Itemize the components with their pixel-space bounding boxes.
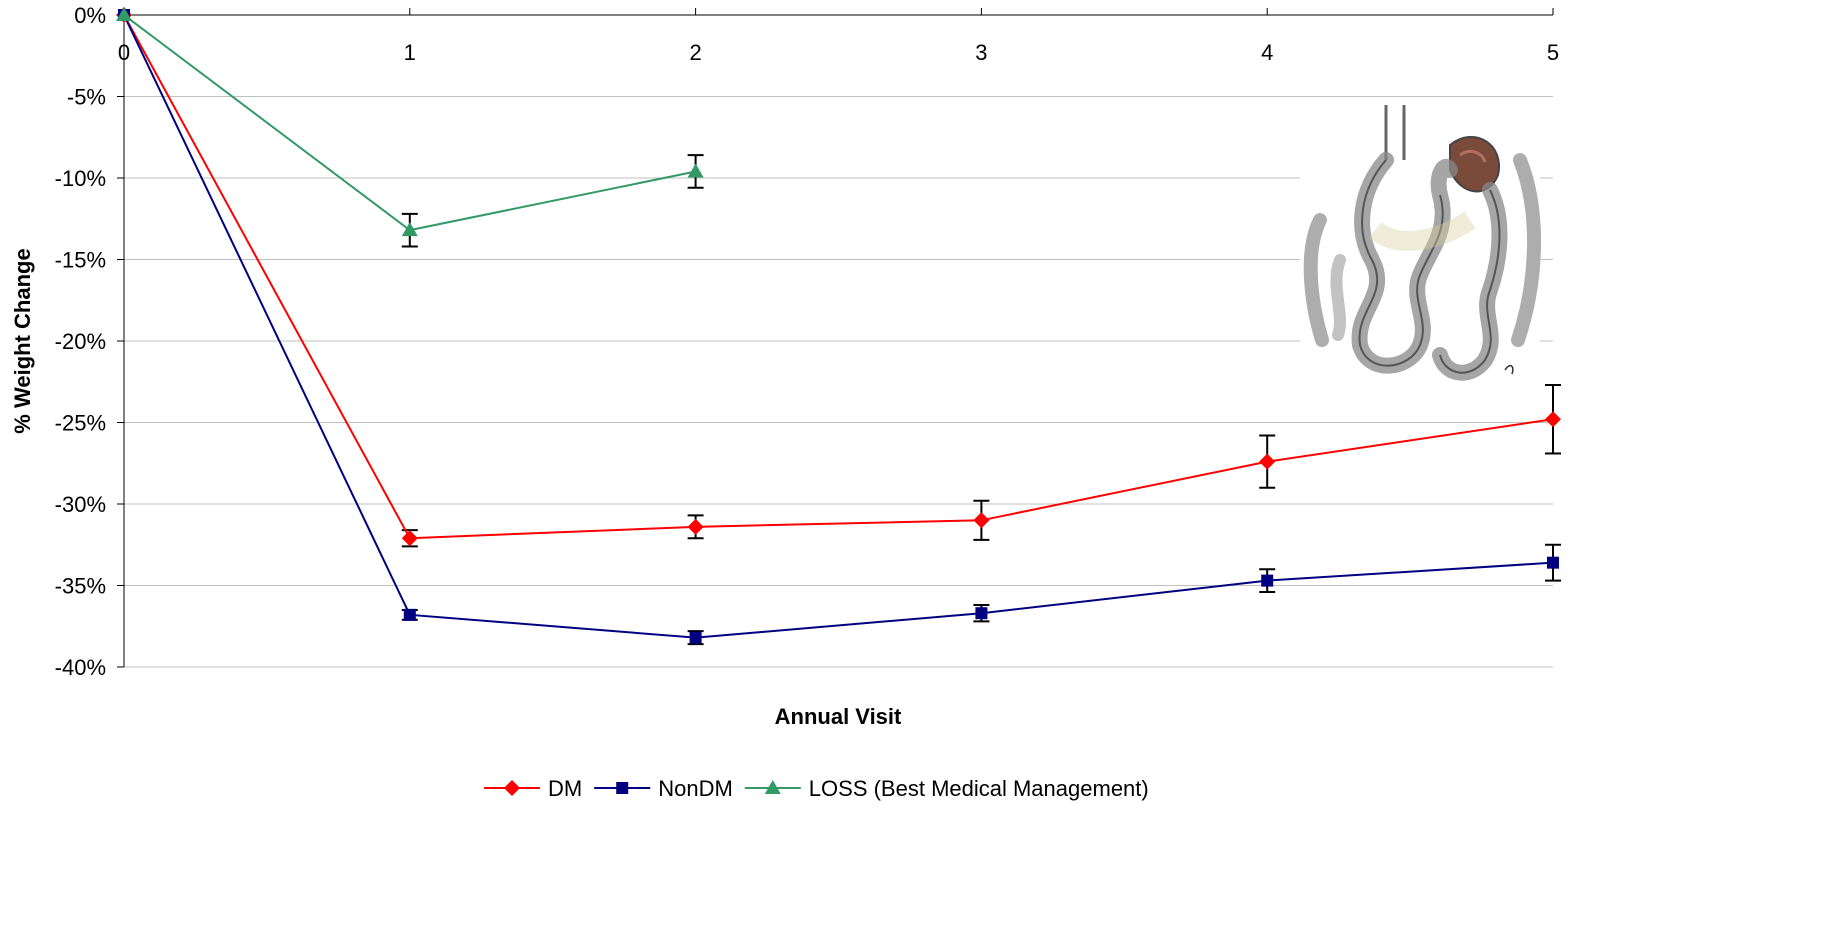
y-tick-label: -5%: [67, 85, 106, 110]
series-line: [123, 14, 1554, 540]
x-tick-label: 1: [404, 40, 416, 65]
legend-item: DM: [484, 776, 582, 801]
series-triangle: [116, 7, 704, 248]
x-tick-label: 2: [689, 40, 701, 65]
data-point: [401, 530, 418, 547]
data-point: [1547, 556, 1559, 569]
x-axis-title: Annual Visit: [775, 704, 902, 729]
data-point: [975, 607, 988, 620]
data-point: [401, 222, 418, 237]
data-point: [689, 631, 702, 644]
y-tick-label: -10%: [55, 166, 106, 191]
x-tick-label: 4: [1261, 40, 1273, 65]
legend-marker: [616, 782, 629, 794]
y-tick-label: -40%: [55, 655, 106, 680]
y-tick-label: -20%: [55, 329, 106, 354]
x-tick-label: 3: [975, 40, 987, 65]
legend-marker: [504, 780, 520, 796]
y-tick-labels: 0% -5% -10% -15% -20% -25% -30% -35% -40%: [55, 3, 106, 680]
legend: DM NonDM LOSS (Best Medical Management): [484, 776, 1149, 801]
axes: [117, 8, 1554, 668]
legend-label: DM: [548, 776, 582, 801]
y-tick-label: -25%: [55, 411, 106, 436]
y-tick-label: -35%: [55, 574, 106, 599]
x-tick-label: 0: [118, 40, 130, 65]
data-point: [403, 608, 416, 621]
y-axis-title: % Weight Change: [10, 248, 35, 433]
data-point: [687, 518, 704, 535]
y-tick-label: -15%: [55, 248, 106, 273]
data-point: [116, 7, 132, 21]
x-tick-label: 5: [1547, 40, 1559, 65]
data-point: [1545, 411, 1561, 428]
series-line: [123, 14, 1554, 639]
data-point: [687, 163, 704, 178]
y-tick-label: 0%: [74, 3, 106, 28]
surgical-anatomy-sketch: [1300, 100, 1541, 390]
legend-label: NonDM: [658, 776, 733, 801]
y-tick-label: -30%: [55, 492, 106, 517]
legend-item: NonDM: [594, 776, 733, 801]
legend-marker: [764, 780, 781, 794]
data-point: [973, 512, 990, 529]
x-tick-labels: 0 1 2 3 4 5: [118, 40, 1559, 65]
data-point: [1259, 453, 1276, 470]
gridlines: [124, 96, 1553, 668]
data-point: [1261, 574, 1274, 587]
legend-item: LOSS (Best Medical Management): [744, 776, 1149, 801]
series-lines: [116, 7, 1561, 646]
legend-label: LOSS (Best Medical Management): [809, 776, 1149, 801]
